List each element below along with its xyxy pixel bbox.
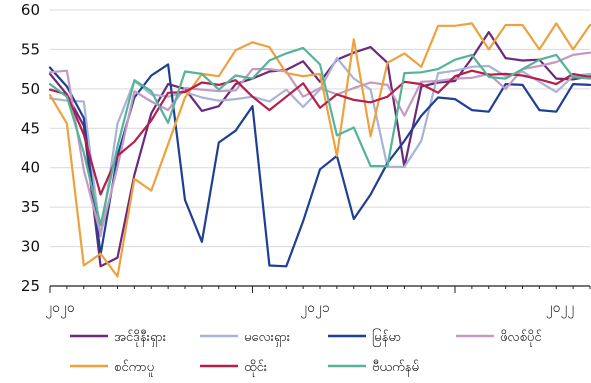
legend: အင်ဒိုနီးရှား မလေးရှား မြန်မာ ဖိလစ်ပိုင်စင်… [70, 328, 542, 377]
y-tick-label: 45 [21, 119, 40, 137]
series-line-2 [48, 56, 591, 238]
series-lines [48, 22, 591, 278]
x-tick-labels: ၂၀၂၀ ၂၀၂၁ ၂၀၂၂ [45, 300, 574, 318]
y-tick-label: 35 [21, 198, 40, 216]
series-line-4 [48, 51, 591, 236]
legend-item: စင်ကာပူ [70, 359, 154, 377]
grid-lines [50, 9, 590, 248]
legend-item: ဗီယက်နမ် [328, 359, 419, 377]
legend-label: အင်ဒိုနီးရှား [114, 329, 166, 347]
legend-label: မြန်မာ [372, 328, 401, 347]
legend-label: စင်ကာပူ [114, 359, 154, 377]
series-line-1 [48, 30, 591, 268]
y-tick-label: 30 [21, 238, 40, 256]
legend-label: ထိုင်း [244, 359, 267, 377]
series-line-7 [48, 46, 591, 227]
series-line-5 [48, 22, 591, 278]
legend-item: ထိုင်း [200, 359, 267, 377]
series-line-3 [48, 63, 591, 268]
legend-item: ဖိလစ်ပိုင် [456, 329, 542, 347]
legend-item: မလေးရှား [200, 330, 290, 347]
legend-label: ဗီယက်နမ် [372, 359, 419, 377]
y-tick-label: 55 [21, 40, 40, 58]
legend-item: အင်ဒိုနီးရှား [70, 329, 166, 347]
y-tick-label: 40 [21, 159, 40, 177]
axes [49, 285, 591, 293]
x-tick-label: ၂၀၂၁ [300, 300, 330, 318]
x-tick-label: ၂၀၂၀ [45, 300, 75, 318]
legend-item: မြန်မာ [328, 328, 401, 347]
y-tick-label: 50 [21, 80, 40, 98]
legend-label: မလေးရှား [244, 330, 290, 347]
legend-label: ဖိလစ်ပိုင် [500, 329, 542, 347]
series-line-6 [48, 69, 591, 196]
x-tick-label: ၂၀၂၂ [546, 300, 575, 318]
y-tick-label: 25 [21, 277, 40, 295]
y-tick-labels: 25 30 35 40 45 50 55 60 [21, 1, 40, 295]
y-tick-label: 60 [21, 1, 40, 19]
